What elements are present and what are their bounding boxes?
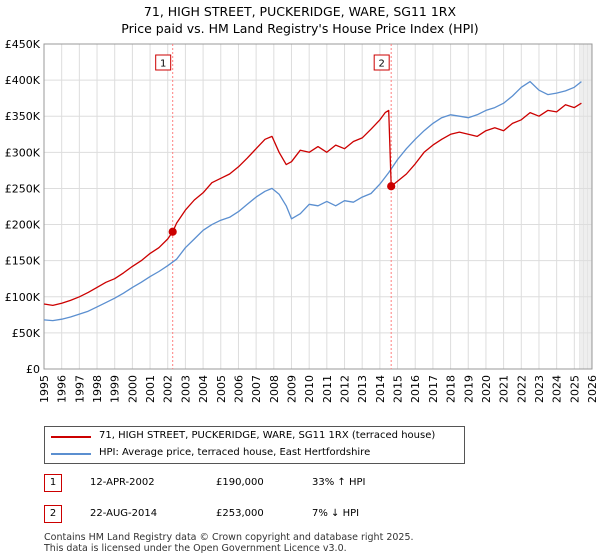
x-tick-label: 2026: [586, 375, 599, 403]
y-tick-label: £200K: [5, 219, 41, 232]
y-tick-label: £0: [26, 363, 40, 376]
x-tick-label: 2005: [215, 375, 228, 403]
x-tick-label: 2001: [144, 375, 157, 403]
x-tick-label: 2007: [250, 375, 263, 403]
y-tick-label: £50K: [12, 327, 41, 340]
chart-subtitle: Price paid vs. HM Land Registry's House …: [121, 21, 479, 36]
y-tick-label: £250K: [5, 182, 41, 195]
x-tick-label: 2015: [392, 375, 405, 403]
x-tick-label: 2002: [162, 375, 175, 403]
legend-label-price: 71, HIGH STREET, PUCKERIDGE, WARE, SG11 …: [99, 430, 436, 441]
sale-date: 12-APR-2002: [90, 477, 155, 488]
x-tick-label: 2023: [533, 375, 546, 403]
x-tick-label: 2016: [409, 375, 422, 403]
x-tick-label: 2021: [498, 375, 511, 403]
y-tick-label: £450K: [5, 38, 41, 51]
legend-swatch-hpi: [51, 453, 91, 455]
x-tick-label: 2022: [515, 375, 528, 403]
chart-legend: 71, HIGH STREET, PUCKERIDGE, WARE, SG11 …: [44, 426, 465, 464]
x-tick-label: 2017: [427, 375, 440, 403]
x-tick-label: 1998: [91, 375, 104, 403]
x-tick-label: 1996: [56, 375, 69, 403]
x-tick-label: 2020: [480, 375, 493, 403]
x-tick-label: 2003: [179, 375, 192, 403]
forecast-shade: [579, 44, 592, 369]
sale-hpi-diff: 7% ↓ HPI: [312, 508, 360, 519]
footer-line-1: Contains HM Land Registry data © Crown c…: [44, 532, 414, 543]
sale-point: [387, 182, 396, 191]
x-tick-label: 2019: [462, 375, 475, 403]
x-tick-label: 1999: [109, 375, 122, 403]
x-tick-label: 2011: [321, 375, 334, 403]
x-tick-label: 2008: [268, 375, 281, 403]
sale-label-box: [155, 54, 172, 71]
x-tick-label: 2006: [232, 375, 245, 403]
sale-price: £190,000: [216, 477, 264, 488]
x-tick-label: 2014: [374, 375, 387, 403]
sale-price: £253,000: [216, 508, 264, 519]
legend-label-hpi: HPI: Average price, terraced house, East…: [99, 447, 371, 458]
y-tick-label: £300K: [5, 146, 41, 159]
hpi-line: [43, 80, 582, 322]
x-tick-label: 2013: [356, 375, 369, 403]
x-tick-label: 1995: [38, 375, 51, 403]
price-paid-line: [43, 102, 582, 307]
price-chart: £0 £50K £100K £150K £200K £250K £300K £350K £400…: [5, 38, 599, 403]
x-tick-label: 2018: [445, 375, 458, 403]
x-tick-label: 2004: [197, 375, 210, 403]
sale-hpi-diff: 33% ↑ HPI: [312, 477, 366, 488]
y-tick-label: £400K: [5, 74, 41, 87]
x-tick-label: 2010: [303, 375, 316, 403]
x-tick-label: 1997: [73, 375, 86, 403]
chart-title: 71, HIGH STREET, PUCKERIDGE, WARE, SG11 …: [143, 4, 457, 19]
sale-date: 22-AUG-2014: [90, 508, 158, 519]
sale-label: 2: [378, 59, 384, 70]
sale-marker-badge: 1: [44, 474, 62, 492]
x-tick-label: 2000: [126, 375, 139, 403]
sale-label-box: [373, 54, 390, 71]
sale-marker-badge: 2: [44, 505, 62, 523]
y-tick-label: £100K: [5, 291, 41, 304]
x-tick-label: 2012: [339, 375, 352, 403]
sale-label: 1: [160, 59, 166, 70]
y-tick-label: £150K: [5, 255, 41, 268]
x-tick-label: 2024: [551, 375, 564, 403]
y-tick-label: £350K: [5, 110, 41, 123]
legend-swatch-price: [51, 436, 91, 438]
plot-border: [43, 43, 593, 370]
plot-area: [44, 44, 592, 369]
x-tick-label: 2009: [285, 375, 298, 403]
footer-attribution: Contains HM Land Registry data © Crown c…: [44, 532, 414, 554]
footer-line-2: This data is licensed under the Open Gov…: [44, 543, 347, 554]
x-tick-label: 2025: [568, 375, 581, 403]
sale-point: [168, 227, 177, 236]
